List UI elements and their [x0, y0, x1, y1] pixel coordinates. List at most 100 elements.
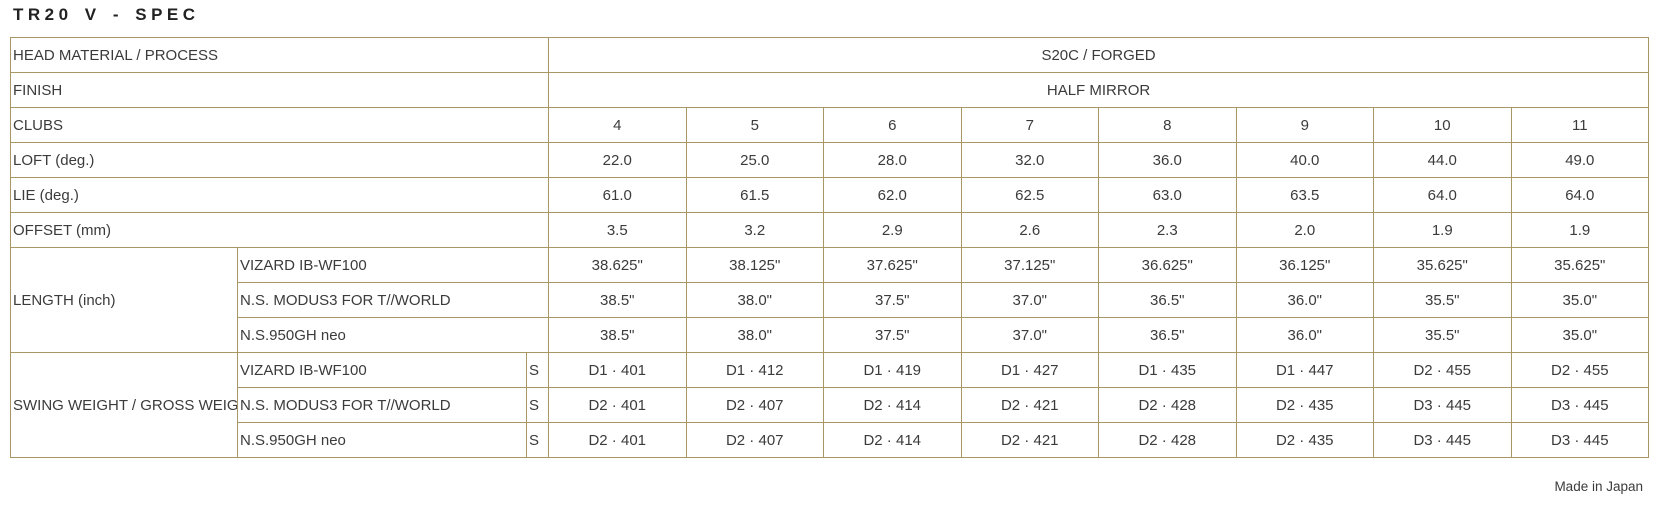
loft-value-cell: 44.0	[1373, 142, 1512, 178]
length-value-cell: 35.0"	[1510, 317, 1650, 353]
swing-weight-value-cell: D2 · 421	[960, 387, 1099, 423]
club-header-cell: 4	[548, 107, 687, 143]
swing-weight-value-cell: D2 · 407	[685, 387, 824, 423]
swing-weight-value-cell: D2 · 401	[548, 387, 687, 423]
swing-weight-value-cell: D2 · 435	[1235, 387, 1374, 423]
finish-value-cell: HALF MIRROR	[547, 72, 1650, 108]
row-label-head-material: HEAD MATERIAL / PROCESS	[10, 37, 549, 73]
swing-weight-value-cell: D1 · 427	[960, 352, 1099, 388]
length-value-cell: 36.5"	[1098, 282, 1237, 318]
length-value-cell: 38.0"	[685, 282, 824, 318]
length-value-cell: 37.125"	[960, 247, 1099, 283]
swing-weight-value-cell: D1 · 419	[823, 352, 962, 388]
shaft-name-cell: N.S.950GH neo	[237, 422, 527, 458]
swing-weight-value-cell: D3 · 445	[1373, 422, 1512, 458]
shaft-name-cell: N.S. MODUS3 FOR T//WORLD	[237, 282, 549, 318]
lie-value-cell: 62.5	[960, 177, 1099, 213]
swing-weight-value-cell: D2 · 455	[1373, 352, 1512, 388]
swing-weight-value-cell: D2 · 421	[960, 422, 1099, 458]
shaft-name-cell: N.S. MODUS3 FOR T//WORLD	[237, 387, 527, 423]
offset-value-cell: 1.9	[1510, 212, 1650, 248]
length-value-cell: 37.0"	[960, 317, 1099, 353]
row-loft: LOFT (deg.) 22.0 25.0 28.0 32.0 36.0 40.…	[10, 142, 1650, 178]
row-label-lie: LIE (deg.)	[10, 177, 549, 213]
length-value-cell: 37.5"	[823, 282, 962, 318]
length-value-cell: 35.625"	[1510, 247, 1650, 283]
made-in-japan-note: Made in Japan	[1554, 479, 1643, 494]
club-header-cell: 5	[685, 107, 824, 143]
lie-value-cell: 63.5	[1235, 177, 1374, 213]
club-header-cell: 11	[1510, 107, 1650, 143]
swing-weight-value-cell: D1 · 401	[548, 352, 687, 388]
offset-value-cell: 2.6	[960, 212, 1099, 248]
length-value-cell: 38.5"	[548, 317, 687, 353]
length-value-cell: 36.5"	[1098, 317, 1237, 353]
offset-value-cell: 2.3	[1098, 212, 1237, 248]
offset-value-cell: 3.2	[685, 212, 824, 248]
row-swing-modus: N.S. MODUS3 FOR T//WORLD S D2 · 401 D2 ·…	[11, 387, 1650, 423]
club-header-cell: 6	[823, 107, 962, 143]
length-value-cell: 37.625"	[823, 247, 962, 283]
shaft-name-cell: N.S.950GH neo	[237, 317, 549, 353]
lie-value-cell: 64.0	[1510, 177, 1650, 213]
length-value-cell: 37.0"	[960, 282, 1099, 318]
row-swing-vizard: SWING WEIGHT / GROSS WEIGHT (g) VIZARD I…	[10, 352, 1650, 458]
loft-value-cell: 49.0	[1510, 142, 1650, 178]
row-length-vizard: LENGTH (inch) VIZARD IB-WF100 38.625" 38…	[10, 247, 1650, 353]
row-label-offset: OFFSET (mm)	[10, 212, 549, 248]
club-header-cell: 9	[1235, 107, 1374, 143]
lie-value-cell: 63.0	[1098, 177, 1237, 213]
loft-value-cell: 32.0	[960, 142, 1099, 178]
length-value-cell: 36.0"	[1235, 282, 1374, 318]
offset-value-cell: 2.9	[823, 212, 962, 248]
swing-weight-value-cell: D2 · 455	[1510, 352, 1650, 388]
row-finish: FINISH HALF MIRROR	[10, 72, 1650, 108]
club-header-cell: 7	[960, 107, 1099, 143]
swing-weight-value-cell: D1 · 435	[1098, 352, 1237, 388]
length-value-cell: 35.0"	[1510, 282, 1650, 318]
length-value-cell: 35.5"	[1373, 317, 1512, 353]
page-title: TR20 V - SPEC	[13, 5, 200, 24]
swing-weight-value-cell: D2 · 407	[685, 422, 824, 458]
length-value-cell: 36.0"	[1235, 317, 1374, 353]
row-label-length: LENGTH (inch)	[10, 247, 238, 353]
shaft-name-cell: VIZARD IB-WF100	[237, 247, 549, 283]
row-label-loft: LOFT (deg.)	[10, 142, 549, 178]
swing-weight-value-cell: D2 · 435	[1235, 422, 1374, 458]
swing-weight-value-cell: D3 · 445	[1510, 422, 1650, 458]
lie-value-cell: 64.0	[1373, 177, 1512, 213]
row-length-modus: N.S. MODUS3 FOR T//WORLD 38.5" 38.0" 37.…	[11, 282, 1650, 318]
club-header-cell: 10	[1373, 107, 1512, 143]
shaft-flex-cell: S	[526, 387, 549, 423]
swing-weight-value-cell: D1 · 447	[1235, 352, 1374, 388]
offset-value-cell: 3.5	[548, 212, 687, 248]
lie-value-cell: 61.0	[548, 177, 687, 213]
length-value-cell: 38.0"	[685, 317, 824, 353]
length-value-cell: 37.5"	[823, 317, 962, 353]
lie-value-cell: 62.0	[823, 177, 962, 213]
swing-weight-value-cell: D3 · 445	[1373, 387, 1512, 423]
row-length-neo: N.S.950GH neo 38.5" 38.0" 37.5" 37.0" 36…	[11, 317, 1650, 353]
club-header-cell: 8	[1098, 107, 1237, 143]
spec-table: HEAD MATERIAL / PROCESS S20C / FORGED FI…	[10, 37, 1650, 458]
row-head-material: HEAD MATERIAL / PROCESS S20C / FORGED	[10, 37, 1650, 73]
swing-weight-value-cell: D3 · 445	[1510, 387, 1650, 423]
swing-weight-value-cell: D2 · 428	[1098, 422, 1237, 458]
row-label-finish: FINISH	[10, 72, 549, 108]
loft-value-cell: 28.0	[823, 142, 962, 178]
length-value-cell: 35.625"	[1373, 247, 1512, 283]
lie-value-cell: 61.5	[685, 177, 824, 213]
length-value-cell: 35.5"	[1373, 282, 1512, 318]
swing-weight-value-cell: D2 · 428	[1098, 387, 1237, 423]
row-offset: OFFSET (mm) 3.5 3.2 2.9 2.6 2.3 2.0 1.9 …	[10, 212, 1650, 248]
row-label-clubs: CLUBS	[10, 107, 549, 143]
loft-value-cell: 25.0	[685, 142, 824, 178]
swing-weight-value-cell: D2 · 414	[823, 387, 962, 423]
row-label-swing-weight: SWING WEIGHT / GROSS WEIGHT (g)	[10, 352, 238, 458]
length-value-cell: 38.625"	[548, 247, 687, 283]
offset-value-cell: 2.0	[1235, 212, 1374, 248]
swing-weight-value-cell: D2 · 401	[548, 422, 687, 458]
head-material-value-cell: S20C / FORGED	[547, 37, 1650, 73]
length-value-cell: 36.125"	[1235, 247, 1374, 283]
row-swing-neo: N.S.950GH neo S D2 · 401 D2 · 407 D2 · 4…	[11, 422, 1650, 458]
